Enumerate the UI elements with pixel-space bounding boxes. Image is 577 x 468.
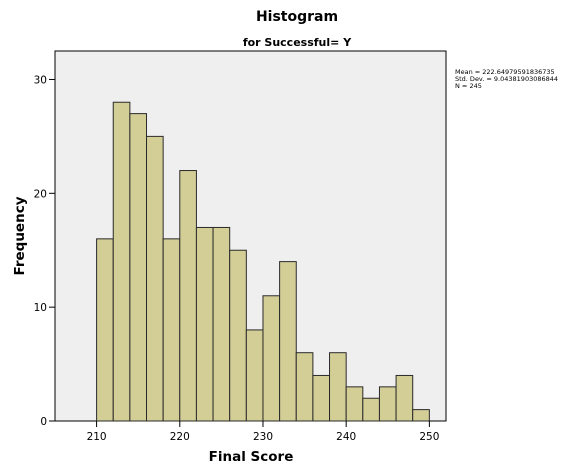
x-tick-label: 220 bbox=[170, 431, 190, 443]
stat-n: N = 245 bbox=[455, 82, 482, 90]
histogram-bar bbox=[345, 386, 364, 422]
chart-subtitle: for Successful= Y bbox=[243, 36, 352, 49]
y-axis: 0 10 20 30 bbox=[34, 74, 55, 428]
histogram-bar bbox=[229, 249, 247, 422]
x-tick-label: 250 bbox=[419, 431, 439, 443]
histogram-bar bbox=[362, 397, 380, 422]
histogram-bar bbox=[212, 226, 231, 422]
histogram-bar bbox=[179, 170, 197, 422]
histogram-bar bbox=[129, 113, 148, 422]
histogram-bar bbox=[162, 238, 181, 422]
x-tick-label: 240 bbox=[336, 431, 356, 443]
histogram-bar bbox=[279, 261, 297, 422]
x-tick-label: 210 bbox=[87, 431, 107, 443]
bars-layer bbox=[96, 101, 430, 422]
histogram-bar bbox=[378, 386, 397, 422]
histogram-bar bbox=[146, 135, 164, 422]
x-axis: 210 220 230 240 250 bbox=[87, 421, 439, 443]
stat-mean: Mean = 222.64979591836735 bbox=[455, 68, 555, 76]
histogram-bar bbox=[262, 295, 281, 422]
histogram-bar bbox=[112, 101, 131, 422]
chart-title: Histogram bbox=[256, 9, 338, 25]
histogram-bar bbox=[96, 238, 114, 422]
y-tick-label: 10 bbox=[34, 302, 47, 314]
y-tick-label: 30 bbox=[34, 74, 47, 86]
y-axis-label: Frequency bbox=[12, 196, 28, 275]
y-tick-label: 0 bbox=[40, 416, 47, 428]
histogram-bar bbox=[295, 352, 314, 422]
x-axis-label: Final Score bbox=[209, 449, 294, 465]
histogram-bar bbox=[329, 352, 347, 422]
stat-std-dev: Std. Dev. = 9.04381903086844 bbox=[455, 75, 558, 83]
x-tick-label: 230 bbox=[253, 431, 273, 443]
histogram-bar bbox=[245, 329, 264, 422]
histogram-bar bbox=[395, 374, 414, 422]
histogram-bar bbox=[312, 374, 331, 422]
histogram-bar bbox=[195, 226, 214, 422]
histogram-bar bbox=[412, 409, 430, 422]
summary-statistics: Mean = 222.64979591836735 Std. Dev. = 9.… bbox=[455, 68, 558, 90]
y-tick-label: 20 bbox=[34, 188, 47, 200]
